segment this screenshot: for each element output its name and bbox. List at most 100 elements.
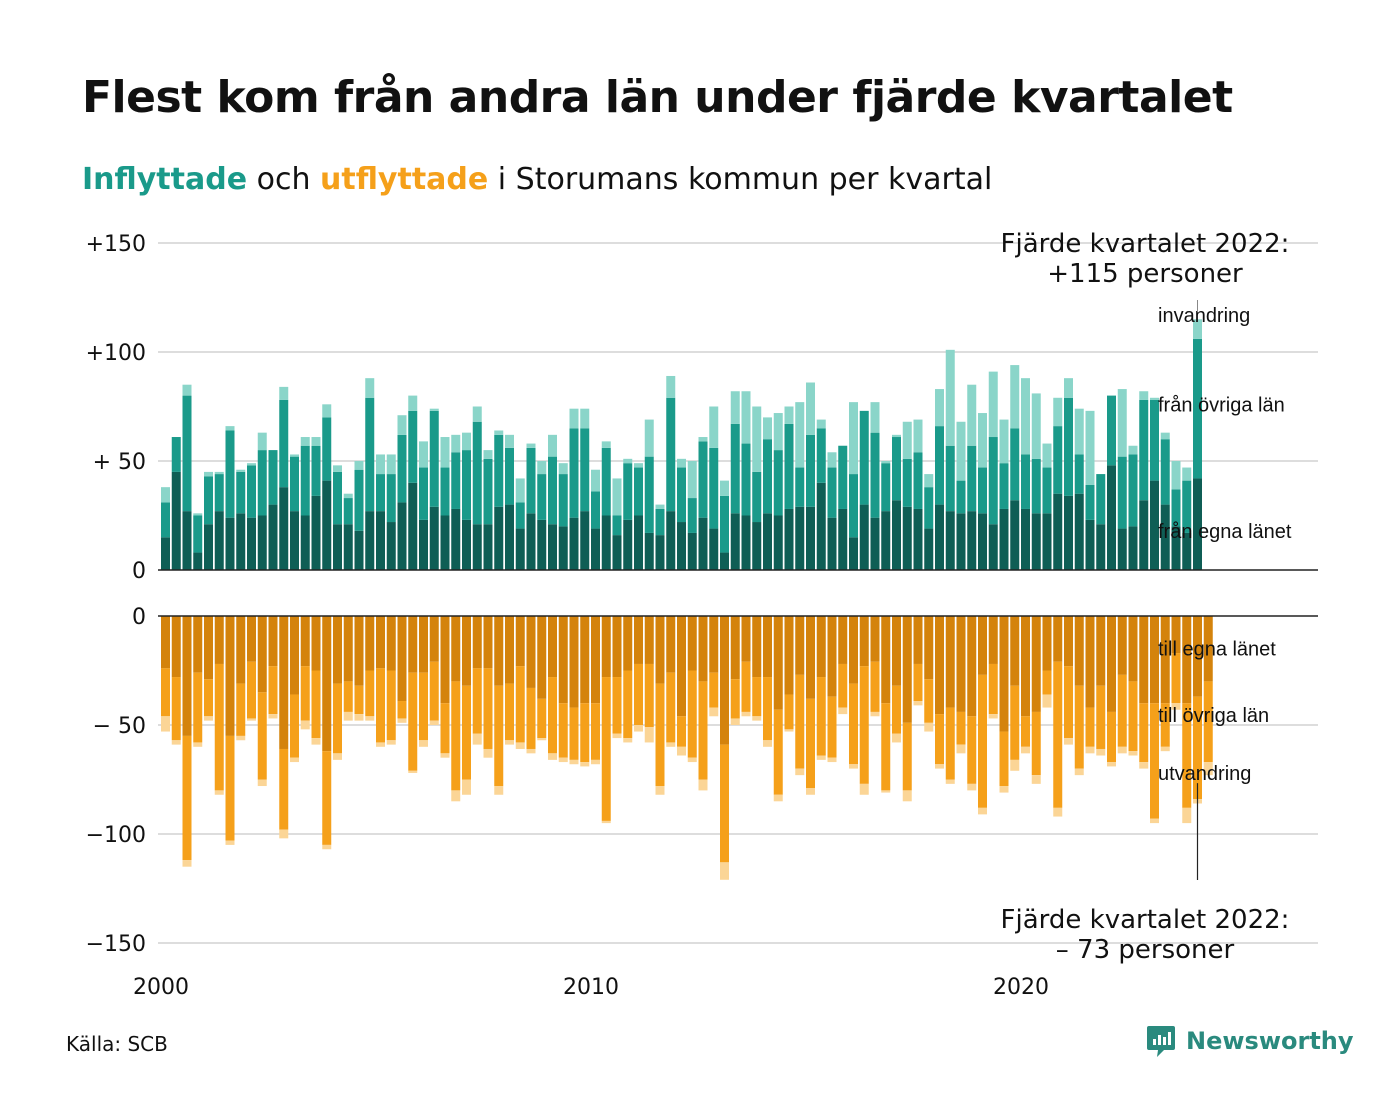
outflow-bar-segment (408, 672, 418, 771)
inflow-bar-segment (601, 441, 611, 448)
inflow-bar-segment (537, 461, 547, 475)
inflow-bar-segment (505, 434, 514, 448)
outflow-bar-segment (655, 786, 665, 795)
inflow-bar-segment (773, 413, 783, 451)
inflow-bar-segment (462, 450, 471, 520)
inflow-bar-segment (795, 467, 805, 507)
inflow-bar-segment (795, 402, 805, 468)
inflow-bar-segment (236, 471, 246, 514)
inflow-bar-segment (1053, 397, 1063, 427)
inflow-bar-segment (816, 419, 826, 429)
inflow-bar-segment (526, 447, 536, 514)
inflow-bar-segment (1117, 389, 1127, 457)
inflow-bar-segment (730, 513, 740, 570)
inflow-bar-segment (870, 432, 880, 518)
outflow-bar-segment (859, 616, 869, 667)
inflow-bar-segment (741, 443, 751, 516)
outflow-bar-segment (730, 679, 740, 719)
outflow-bars (161, 616, 1213, 880)
inflow-bar-segment (741, 515, 751, 570)
inflow-bar-segment (558, 474, 568, 527)
inflow-bar-segment (386, 454, 396, 475)
outflow-bar-segment (1128, 681, 1138, 752)
outflow-bar-segment (408, 770, 418, 773)
inflow-bar-segment (956, 480, 966, 514)
outflow-bar-segment (945, 707, 955, 780)
inflow-bar-segment (515, 478, 525, 503)
outflow-bar-segment (1203, 616, 1213, 682)
outflow-bar-segment (838, 616, 848, 664)
outflow-bar-segment (451, 790, 461, 802)
inflow-bar-segment (859, 410, 869, 505)
inflow-bar-segment (408, 410, 418, 483)
outflow-bar-segment (193, 742, 203, 747)
outflow-bar-segment (935, 764, 944, 769)
inflow-bar-segment (526, 443, 536, 448)
outflow-bar-segment (870, 661, 880, 712)
inflow-bar-segment (440, 467, 450, 516)
inflow-bar-segment (623, 458, 633, 464)
inflow-bar-segment (967, 445, 977, 512)
inflow-bar-segment (1031, 513, 1041, 570)
inflow-bar-segment (1010, 500, 1020, 570)
inflow-bar-segment (311, 445, 321, 496)
inflow-bar-segment (1160, 439, 1170, 505)
inflow-bar-segment (892, 500, 901, 570)
outflow-bar-segment (1074, 768, 1084, 776)
outflow-bar-segment (279, 616, 289, 749)
outflow-bar-segment (311, 616, 321, 671)
inflow-bar-segment (397, 502, 407, 570)
inflow-bar-segment (924, 528, 934, 570)
inflow-bar-segment (182, 384, 192, 396)
outflow-bar-segment (1031, 775, 1041, 784)
inflow-bar-segment (644, 456, 654, 533)
inflow-bar-segment (537, 474, 547, 520)
outflow-bar-segment (881, 790, 891, 793)
outflow-bar-segment (644, 663, 654, 728)
outflow-bar-segment (290, 616, 299, 695)
inflow-bar-segment (462, 432, 471, 451)
inflow-bar-segment (999, 419, 1009, 464)
outflow-bar-segment (1117, 674, 1127, 747)
outflow-bar-segment (945, 779, 955, 784)
outflow-bar-segment (580, 703, 590, 763)
inflow-bar-segment (268, 450, 278, 505)
outflow-bar-segment (429, 616, 439, 662)
inflow-bar-segment (225, 430, 235, 518)
outflow-bar-segment (870, 616, 880, 662)
outflow-bar-segment (290, 757, 299, 763)
inflow-bar-segment (902, 458, 912, 507)
outflow-bar-segment (472, 733, 482, 745)
outflow-bar-segment (892, 733, 901, 743)
inflow-bar-segment (978, 467, 987, 514)
inflow-bar-segment (1085, 410, 1095, 485)
inflow-bar-segment (1193, 319, 1202, 339)
outflow-bar-segment (1117, 616, 1127, 675)
inflow-bar-segment (784, 406, 794, 424)
inflow-bar-segment (257, 515, 267, 570)
inflow-bar-segment (1031, 393, 1041, 459)
inflow-bar-segment (214, 471, 224, 475)
outflow-bar-segment (236, 683, 246, 736)
outflow-bar-segment (1010, 685, 1020, 760)
outflow-bar-segment (558, 757, 568, 763)
inflow-bar-segment (204, 524, 213, 570)
inflow-bar-segment (999, 508, 1009, 570)
inflow-bar-segment (376, 454, 385, 475)
outflow-bar-segment (1010, 616, 1020, 686)
inflow-bar-segment (1053, 493, 1063, 570)
outflow-bar-segment (655, 616, 665, 684)
inflow-bar-segment (773, 450, 783, 516)
outflow-bar-segment (558, 616, 568, 704)
annotations: Fjärde kvartalet 2022:+115 personerFjärd… (1001, 229, 1290, 965)
outflow-bar-segment (763, 677, 772, 741)
inflow-bar-segment (354, 461, 364, 470)
outflow-bar-segment (623, 738, 633, 743)
outflow-bar-segment (397, 718, 407, 723)
inflow-bar-segment (462, 519, 471, 570)
outflow-bar-segment (816, 616, 826, 678)
inflow-bar-segment (440, 437, 450, 468)
subtitle-utflyttade: utflyttade (320, 162, 489, 197)
inflow-bar-segment (343, 498, 353, 525)
outflow-bar-segment (666, 742, 676, 747)
